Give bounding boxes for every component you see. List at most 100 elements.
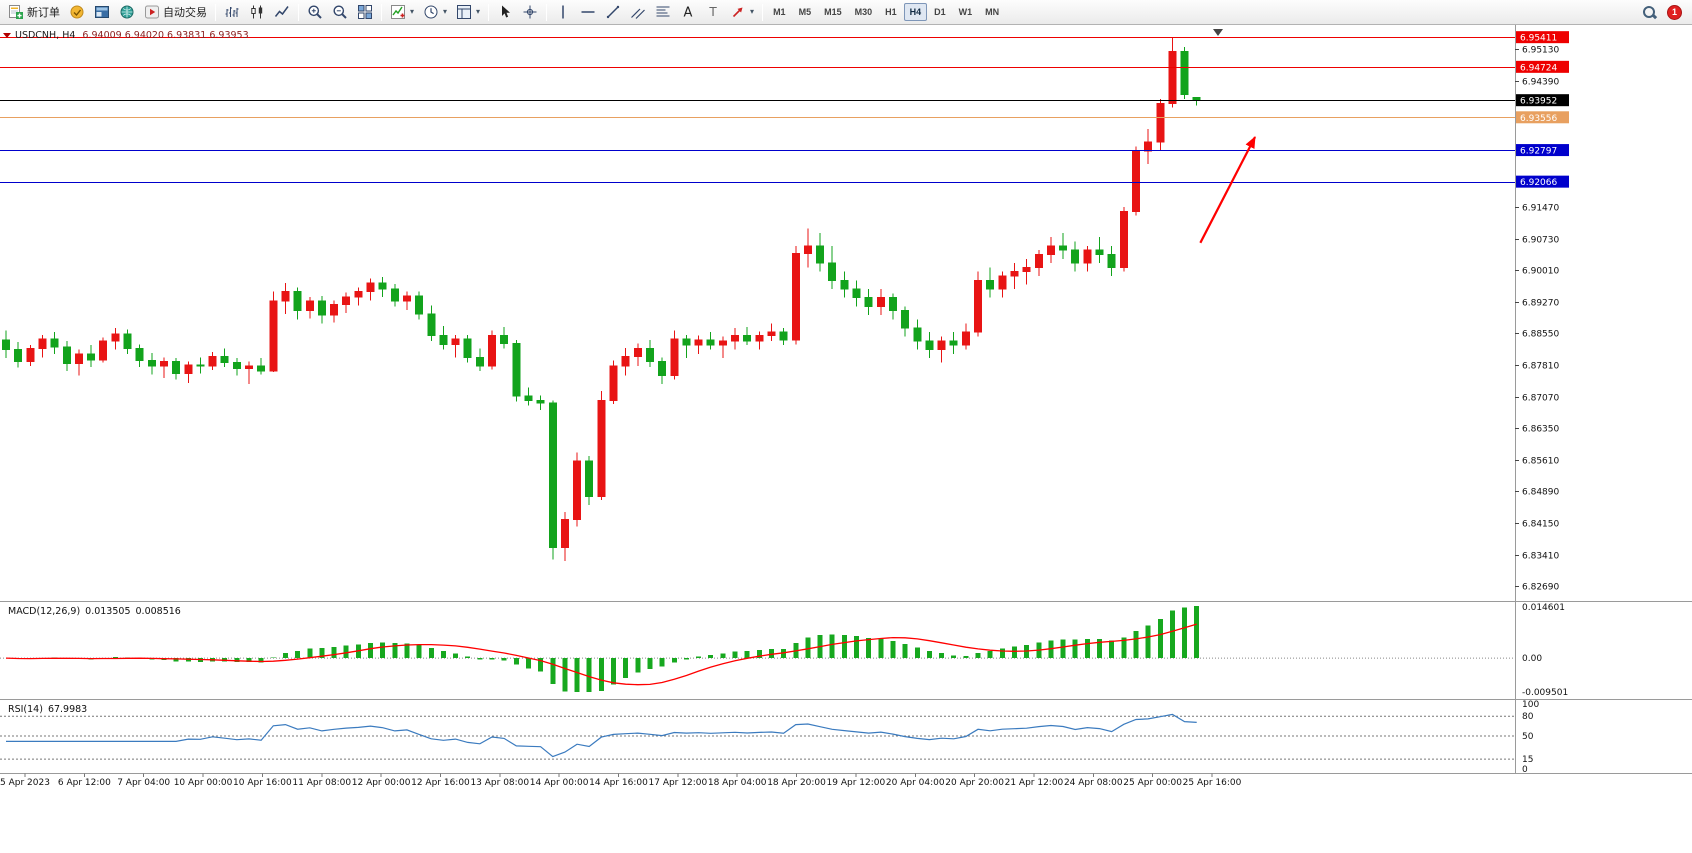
timeframe-m30-button[interactable]: M30 [854,7,873,17]
bar-chart-button[interactable] [220,2,244,23]
price-badge-label: 6.92066 [1520,178,1557,188]
candle [1022,266,1031,273]
candle [488,335,496,367]
price-lines [0,37,1515,183]
time-axis-label: 19 Apr 12:00 [827,778,886,788]
time-axis[interactable]: 5 Apr 2023 6 Apr 12:00 7 Apr 04:00 10 Apr 0… [0,773,1242,789]
autotrading-button-label: 自动交易 [163,7,207,19]
metaeditor-button[interactable] [65,2,89,23]
timeframe-m5-button[interactable]: M5 [798,7,812,17]
rsi-axis-label: 50 [1522,732,1534,742]
candle [694,339,703,346]
fibonacci-button[interactable] [651,2,675,23]
new-order-icon [9,5,23,19]
zoom-in-icon [308,5,322,19]
price-axis[interactable]: 6.95130 6.94390 6.91470 6.90730 6.90010 6.892… [1515,25,1569,774]
candle [50,338,59,348]
candle [38,338,47,350]
cursor-button[interactable] [493,2,517,23]
price-axis-label: 6.84150 [1522,520,1559,530]
candle [439,335,448,345]
tile-icon [358,5,372,19]
price-badge-label: 6.93952 [1520,97,1557,107]
arrows-button[interactable]: ▾ [726,2,758,23]
candle [767,331,776,337]
candle [196,364,205,367]
price-axis-label: 6.94390 [1522,77,1559,87]
candle [463,338,472,358]
text-button[interactable]: A [676,2,700,23]
vertical-line-button[interactable] [551,2,575,23]
timeframe-h1-button[interactable]: H1 [885,7,897,17]
channel-button[interactable] [626,2,650,23]
navigator-button[interactable] [115,2,139,23]
indicators-icon [391,5,405,19]
price-axis-label: 6.87810 [1522,361,1559,371]
chart-canvas[interactable]: 6.95130 6.94390 6.91470 6.90730 6.90010 6.892… [0,25,1692,853]
candle [609,365,618,401]
price-badge [1516,60,1569,73]
candle [208,355,217,367]
dropdown-caret-icon: ▾ [476,7,481,16]
tile-windows-button[interactable] [353,2,377,23]
candle [548,402,557,548]
trendline-button[interactable] [601,2,625,23]
candle [342,296,351,306]
candle [791,253,800,341]
price-axis-label: 6.87070 [1522,393,1559,403]
terminal-window-button[interactable] [90,2,114,23]
candle [14,348,23,363]
zoom-out-button[interactable] [328,2,352,23]
symbol-ohlc-label: USDCNH, H4 6.94009 6.94020 6.93831 6.9395… [15,30,249,41]
price-axis-label: 6.83410 [1522,552,1559,562]
candle [803,245,812,255]
timeframe-d1-button[interactable]: D1 [934,7,946,17]
search-icon[interactable] [1642,5,1657,20]
autotrading-button[interactable]: 自动交易 [140,2,211,23]
candle [62,346,71,364]
new-order-button[interactable]: 新订单 [4,2,64,23]
rsi-axis-label: 15 [1522,755,1533,765]
periods-button[interactable]: ▾ [419,2,451,23]
notification-badge[interactable]: 1 [1667,4,1682,20]
candle [451,338,460,345]
horizontal-line-button[interactable] [576,2,600,23]
macd-axis-label: -0.009501 [1522,688,1568,698]
chart-shift-marker[interactable] [1213,29,1223,36]
line-chart-button[interactable] [270,2,294,23]
zoom-in-button[interactable] [303,2,327,23]
candle [731,335,739,342]
candle [888,297,897,312]
candlestick-chart-button[interactable] [245,2,269,23]
candle [159,361,168,367]
text-label-button[interactable]: T [701,2,725,23]
timeframe-h4-button[interactable]: H4 [903,3,928,21]
indicators-button[interactable]: ▾ [386,2,418,23]
timeframe-m15-button[interactable]: M15 [824,7,842,17]
price-badge [1516,175,1569,188]
price-axis-label: 6.90730 [1522,235,1559,245]
price-axis-label: 6.95130 [1522,45,1559,55]
macd-histogram [15,606,1200,692]
crosshair-button[interactable] [518,2,542,23]
price-axis-label: 6.89270 [1522,298,1559,308]
label-icon: T [708,5,717,19]
toolbar-separator [381,3,382,21]
candle [1192,97,1201,101]
timeframe-w1-button[interactable]: W1 [958,7,973,17]
time-axis-label: 24 Apr 08:00 [1064,778,1123,788]
time-axis-label: 20 Apr 20:00 [945,778,1004,788]
candle [317,300,326,316]
clock-icon [424,5,438,19]
timeframe-mn-button[interactable]: MN [985,7,1000,17]
timeframe-m1-button[interactable]: M1 [773,7,786,17]
zoom-out-icon [333,5,347,19]
price-axis-label: 6.90010 [1522,266,1559,276]
candle [281,291,290,302]
candle [1107,253,1116,268]
templates-button[interactable]: ▾ [452,2,484,23]
trend-arrow[interactable] [1199,136,1256,244]
svg-text:T: T [708,5,717,19]
candle [427,313,436,337]
terminal-icon [95,6,109,18]
